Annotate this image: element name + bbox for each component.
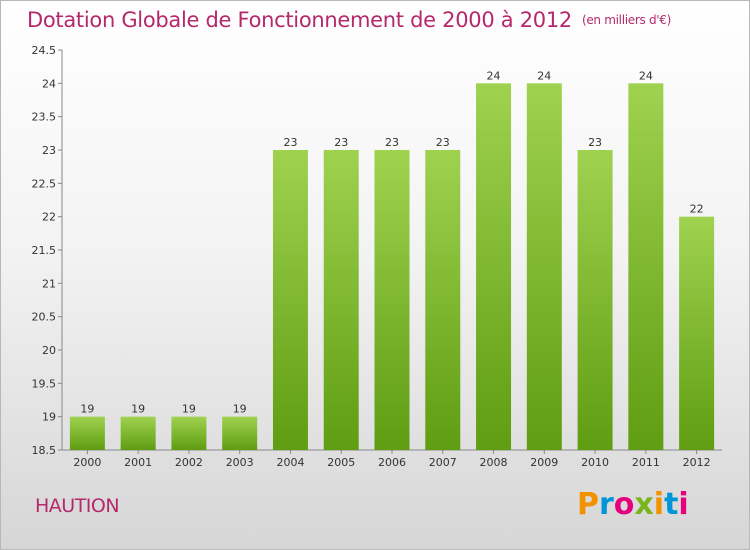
x-tick-label: 2007 <box>429 456 457 469</box>
x-tick-label: 2002 <box>175 456 203 469</box>
x-tick-label: 2012 <box>683 456 711 469</box>
bar-value-label: 23 <box>436 136 450 149</box>
bar-value-label: 19 <box>131 403 145 416</box>
bar-value-label: 19 <box>80 403 94 416</box>
bar-2012[interactable] <box>679 216 715 450</box>
bar-2000[interactable] <box>69 416 105 450</box>
x-tick-label: 2003 <box>226 456 254 469</box>
bar-2011[interactable] <box>628 83 664 450</box>
chart-title: Dotation Globale de Fonctionnement de 20… <box>27 8 671 32</box>
logo-letter: r <box>599 487 614 522</box>
y-tick-label: 24 <box>42 77 56 90</box>
bars: 19 19 19 19 23 23 23 23 24 24 23 24 22 <box>69 69 715 450</box>
y-tick-label: 19 <box>42 411 56 424</box>
title-text: Dotation Globale de Fonctionnement de 20… <box>27 8 572 32</box>
proxiti-logo[interactable]: Proxiti <box>577 487 689 522</box>
bar-2007[interactable] <box>425 150 461 450</box>
y-tick-label: 20 <box>42 344 56 357</box>
logo-letter: t <box>664 487 679 522</box>
bar-2005[interactable] <box>323 150 359 450</box>
bar-value-label: 19 <box>233 403 247 416</box>
y-tick-label: 24.5 <box>32 44 57 57</box>
bar-2003[interactable] <box>222 416 258 450</box>
bar-value-label: 23 <box>334 136 348 149</box>
y-tick-label: 20.5 <box>32 311 57 324</box>
x-ticks: 2000 2001 2002 2003 2004 2005 2006 2007 2008 2009… <box>73 450 711 469</box>
x-tick-label: 2008 <box>480 456 508 469</box>
bar-value-label: 24 <box>487 69 501 82</box>
bar-2008[interactable] <box>476 83 512 450</box>
x-tick-label: 2005 <box>327 456 355 469</box>
logo-letter: P <box>577 487 599 522</box>
x-tick-label: 2010 <box>581 456 609 469</box>
bar-value-label: 24 <box>639 69 653 82</box>
x-tick-label: 2000 <box>73 456 101 469</box>
logo-letter: x <box>634 487 654 522</box>
bar-2002[interactable] <box>171 416 207 450</box>
logo-letter: o <box>613 487 635 522</box>
x-tick-label: 2009 <box>530 456 558 469</box>
bar-value-label: 23 <box>588 136 602 149</box>
y-tick-label: 23 <box>42 144 56 157</box>
logo-letter: i <box>678 487 689 522</box>
bar-value-label: 22 <box>690 203 704 216</box>
title-unit: (en milliers d'€) <box>581 13 671 27</box>
bar-2009[interactable] <box>526 83 562 450</box>
bar-value-label: 23 <box>283 136 297 149</box>
bar-2001[interactable] <box>120 416 156 450</box>
bar-value-label: 23 <box>385 136 399 149</box>
logo-letter: i <box>653 487 665 522</box>
y-tick-label: 21 <box>42 277 56 290</box>
x-tick-label: 2001 <box>124 456 152 469</box>
y-tick-label: 22 <box>42 211 56 224</box>
x-tick-label: 2006 <box>378 456 406 469</box>
x-tick-label: 2011 <box>632 456 660 469</box>
y-tick-label: 22.5 <box>32 177 57 190</box>
y-tick-label: 18.5 <box>32 444 57 457</box>
bar-2004[interactable] <box>272 150 308 450</box>
x-tick-label: 2004 <box>276 456 304 469</box>
bar-2010[interactable] <box>577 150 613 450</box>
y-tick-label: 21.5 <box>32 244 57 257</box>
commune-name: HAUTION <box>35 495 120 517</box>
y-ticks: 18.5 19 19.5 20 20.5 21 21.5 22 22.5 23 23.5 24 24.5 <box>32 44 62 457</box>
bar-2006[interactable] <box>374 150 410 450</box>
bar-value-label: 19 <box>182 403 196 416</box>
bar-value-label: 24 <box>537 69 551 82</box>
y-tick-label: 23.5 <box>32 111 57 124</box>
y-tick-label: 19.5 <box>32 377 57 390</box>
